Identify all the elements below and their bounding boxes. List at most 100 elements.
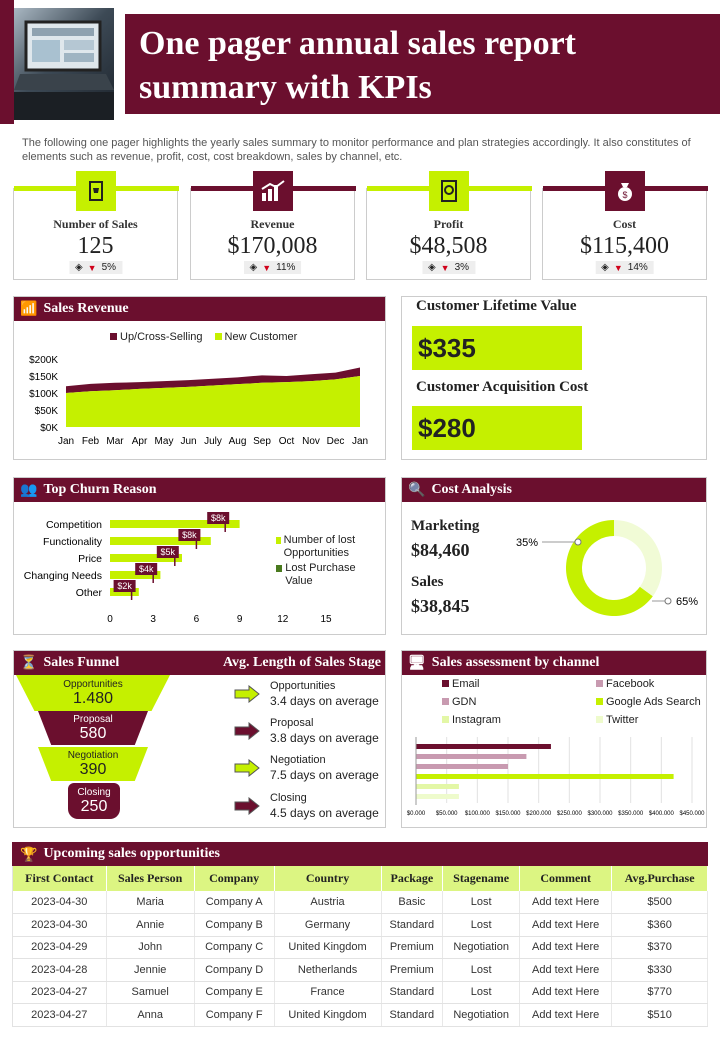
- table-cell: Austria: [274, 891, 382, 914]
- kpi-card-revenue: Revenue $170,008 ◈ ▼ 11%: [190, 171, 356, 280]
- x-tick-label: Jan: [58, 436, 74, 447]
- y-tick-label: $0K: [40, 423, 58, 434]
- money-bag-icon: $: [605, 171, 645, 211]
- legend-item: Twitter: [596, 714, 704, 726]
- clv-value: $335: [412, 326, 582, 370]
- stage-closing-text: Closing 4.5 days on average: [270, 792, 379, 820]
- down-arrow-icon: ▼: [440, 262, 450, 273]
- x-tick-label: $100.000: [465, 811, 491, 817]
- table-cell: Add text Here: [519, 913, 613, 937]
- column-header: Country: [274, 866, 382, 891]
- stage-proposal-text: Proposal 3.8 days on average: [270, 717, 379, 745]
- arrow-right-icon: [234, 722, 260, 740]
- funnel-stage-closing: Closing 250: [68, 783, 120, 819]
- table-cell: Lost: [442, 891, 521, 914]
- x-tick-label: May: [155, 436, 174, 447]
- table-cell: $370: [611, 936, 708, 959]
- donut-slice: [566, 520, 653, 616]
- kpi-change-badge: ◈ ▼ 5%: [68, 261, 123, 274]
- table-cell: United Kingdom: [274, 1003, 382, 1027]
- table-cell: 2023-04-29: [12, 936, 107, 959]
- sales-label: Sales: [411, 574, 444, 590]
- sales-revenue-legend: Up/Cross-Selling New Customer: [110, 331, 297, 343]
- target-icon: ◈: [74, 262, 83, 273]
- table-cell: $510: [611, 1003, 708, 1027]
- churn-chart: Competition $8k Functionality $8k Price $5k Ch…: [24, 512, 332, 625]
- table-row: 2023-04-27 Anna Company F United Kingdom Sta…: [12, 1003, 708, 1027]
- target-icon: ◈: [427, 262, 436, 273]
- channel-bar: [416, 794, 459, 799]
- table-cell: United Kingdom: [274, 936, 382, 959]
- x-tick-label: Apr: [132, 436, 148, 447]
- data-label-bg: [156, 546, 179, 558]
- table-row: 2023-04-28 Jennie Company D Netherlands Prem…: [12, 958, 708, 982]
- sales-revenue-header: 📶 Sales Revenue: [14, 297, 385, 321]
- sales-revenue-panel: 📶 Sales Revenue Up/Cross-Selling New Cust…: [13, 296, 386, 460]
- x-tick-label: Mar: [106, 436, 124, 447]
- column-header: Sales Person: [106, 866, 195, 891]
- y-tick-label: $150K: [29, 372, 58, 383]
- data-label: $8k: [182, 530, 197, 540]
- x-tick-label: $350.000: [618, 811, 644, 817]
- category-label: Price: [78, 553, 102, 565]
- channel-panel: 🖥 Sales assessment by channel Email Faceb…: [401, 650, 707, 828]
- x-tick-label: Feb: [82, 436, 100, 447]
- bar-lost-opportunities: [110, 520, 240, 528]
- channel-bar: [416, 774, 674, 779]
- table-cell: Lost: [442, 958, 521, 982]
- cac-title: Customer Acquisition Cost: [416, 379, 589, 395]
- sales-funnel-panel: ⏳ Sales Funnel Avg. Length of Sales Stage …: [13, 650, 386, 828]
- table-cell: Add text Here: [519, 958, 613, 982]
- svg-text:$: $: [622, 190, 627, 200]
- clv-title: Customer Lifetime Value: [416, 298, 577, 314]
- kpi-change-badge: ◈ ▼ 3%: [421, 261, 476, 274]
- cost-analysis-panel: 🔍 Cost Analysis Marketing $84,460 Sales $…: [401, 477, 707, 635]
- down-arrow-icon: ▼: [262, 262, 272, 273]
- table-cell: Standard: [381, 981, 444, 1004]
- x-tick-label: 3: [150, 614, 156, 625]
- x-tick-label: 6: [194, 614, 200, 625]
- kpi-change-badge: ◈ ▼ 14%: [595, 261, 654, 274]
- intro-text: The following one pager highlights the y…: [22, 137, 691, 163]
- table-cell: Company F: [194, 1003, 275, 1027]
- channel-bar: [416, 744, 551, 749]
- x-tick-label: $400.000: [649, 811, 675, 817]
- x-tick-label: Jan: [352, 436, 368, 447]
- x-tick-label: July: [204, 436, 222, 447]
- channel-bar: [416, 764, 508, 769]
- area-up-cross-selling: [66, 367, 360, 393]
- kpi-value: $170,008: [227, 233, 318, 259]
- column-header: Comment: [519, 866, 613, 891]
- trophy-icon: 🏆: [20, 845, 38, 862]
- table-cell: Anna: [106, 1003, 195, 1027]
- sales-funnel-header: ⏳ Sales Funnel Avg. Length of Sales Stage: [14, 651, 385, 675]
- kpi-card-profit: Profit $48,508 ◈ ▼ 3%: [366, 171, 532, 280]
- kpi-change-badge: ◈ ▼ 11%: [243, 261, 302, 274]
- table-cell: Basic: [381, 891, 444, 914]
- header-stripe: [0, 0, 14, 124]
- x-tick-label: Oct: [279, 436, 295, 447]
- column-header: Package: [381, 866, 444, 891]
- data-label-bg: [135, 563, 158, 575]
- magnifier-icon: 🔍: [408, 482, 426, 498]
- x-tick-label: 0: [107, 614, 113, 625]
- pct-label: 65%: [676, 596, 698, 608]
- legend-item: Facebook: [596, 678, 704, 690]
- table-cell: 2023-04-27: [12, 981, 107, 1004]
- table-row: 2023-04-29 John Company C United Kingdom Pre…: [12, 936, 708, 959]
- channel-chart: $0.000 $50.000 $100.000 $150.000 $200.000 $25…: [407, 737, 705, 817]
- funnel-stage-proposal: Proposal 580: [38, 711, 148, 745]
- opportunities-header: 🏆 Upcoming sales opportunities: [12, 842, 708, 866]
- table-cell: Negotiation: [442, 936, 521, 959]
- table-cell: $330: [611, 958, 708, 982]
- presentation-icon: 🖥: [408, 655, 426, 671]
- cac-value: $280: [412, 406, 582, 450]
- channel-bar: [416, 784, 459, 789]
- people-icon: 👥: [20, 482, 38, 498]
- table-cell: John: [106, 936, 195, 959]
- target-icon: ◈: [249, 262, 258, 273]
- churn-panel: 👥 Top Churn Reason Competition $8k Function…: [13, 477, 386, 635]
- bar-lost-opportunities: [110, 554, 182, 562]
- table-cell: Standard: [381, 913, 444, 937]
- table-cell: 2023-04-30: [12, 891, 107, 914]
